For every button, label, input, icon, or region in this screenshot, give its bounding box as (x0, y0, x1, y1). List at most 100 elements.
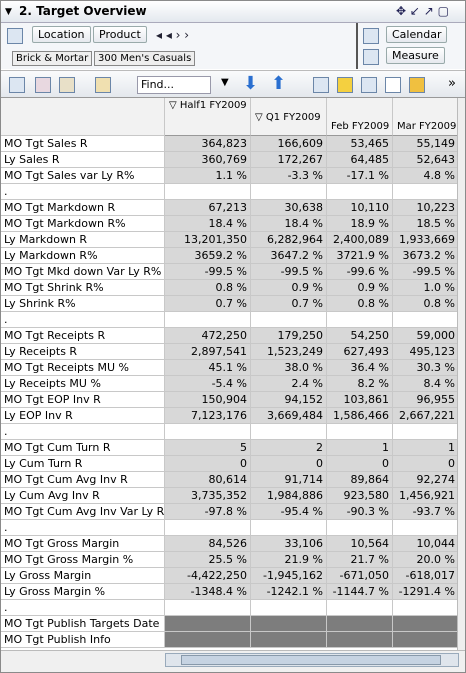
value-cell[interactable]: -4,422,250 (165, 568, 251, 584)
value-cell[interactable]: 20.0 % (393, 552, 457, 568)
value-cell[interactable]: 55,149 (393, 136, 457, 152)
value-cell[interactable]: 4.8 % (393, 168, 457, 184)
value-cell[interactable]: 923,580 (327, 488, 393, 504)
value-cell[interactable]: 3647.2 % (251, 248, 327, 264)
value-cell[interactable]: 38.0 % (251, 360, 327, 376)
value-cell[interactable]: -99.5 % (251, 264, 327, 280)
value-cell[interactable]: 36.4 % (327, 360, 393, 376)
value-cell[interactable]: 18.9 % (327, 216, 393, 232)
value-cell[interactable]: 1,984,886 (251, 488, 327, 504)
row-label[interactable]: MO Tgt Markdown R% (1, 216, 165, 232)
value-cell[interactable]: 94,152 (251, 392, 327, 408)
window-icons[interactable]: ✥ ↙ ↗ ▢ (396, 4, 449, 18)
value-cell[interactable]: -1348.4 % (165, 584, 251, 600)
row-label[interactable]: MO Tgt Cum Turn R (1, 440, 165, 456)
value-cell[interactable]: 6,282,964 (251, 232, 327, 248)
lock-icon[interactable] (409, 77, 425, 93)
value-cell[interactable]: -1291.4 % (393, 584, 457, 600)
column-label[interactable]: Feb FY2009 (331, 121, 390, 132)
value-cell[interactable]: 0.9 % (327, 280, 393, 296)
value-cell[interactable]: -99.6 % (327, 264, 393, 280)
row-label[interactable]: Ly Receipts MU % (1, 376, 165, 392)
value-cell[interactable]: 45.1 % (165, 360, 251, 376)
value-cell[interactable]: 0.7 % (251, 296, 327, 312)
value-cell[interactable]: -1144.7 % (327, 584, 393, 600)
tool-icon[interactable] (385, 77, 401, 93)
value-cell[interactable]: 10,564 (327, 536, 393, 552)
row-label[interactable]: Ly Sales R (1, 152, 165, 168)
row-label[interactable]: . (1, 312, 165, 328)
value-cell[interactable]: -99.5 % (165, 264, 251, 280)
view-icon[interactable] (59, 77, 75, 93)
value-cell[interactable]: -90.3 % (327, 504, 393, 520)
value-cell[interactable]: 54,250 (327, 328, 393, 344)
value-cell[interactable]: -5.4 % (165, 376, 251, 392)
value-cell[interactable]: 0.9 % (251, 280, 327, 296)
value-cell[interactable]: 166,609 (251, 136, 327, 152)
row-label[interactable]: MO Tgt Cum Avg Inv R (1, 472, 165, 488)
nav-arrows[interactable]: ◂ ◂ › › (156, 28, 190, 42)
value-cell[interactable]: 2,897,541 (165, 344, 251, 360)
column-label[interactable]: ▽ Q1 FY2009 (255, 112, 321, 123)
row-label[interactable]: Ly Gross Margin % (1, 584, 165, 600)
value-cell[interactable]: 92,274 (393, 472, 457, 488)
value-cell[interactable]: 0.8 % (393, 296, 457, 312)
up-arrow[interactable]: ⬆ (271, 73, 287, 94)
row-label[interactable]: MO Tgt Receipts MU % (1, 360, 165, 376)
measure-button[interactable]: Measure (386, 47, 445, 64)
row-label[interactable]: . (1, 600, 165, 616)
value-cell[interactable]: 0.7 % (165, 296, 251, 312)
value-cell[interactable]: -1242.1 % (251, 584, 327, 600)
value-cell[interactable]: 2,667,221 (393, 408, 457, 424)
value-cell[interactable]: 3,669,484 (251, 408, 327, 424)
value-cell[interactable]: 18.4 % (165, 216, 251, 232)
value-cell[interactable]: 33,106 (251, 536, 327, 552)
down-arrow[interactable]: ⬇ (243, 73, 259, 94)
value-cell[interactable]: 89,864 (327, 472, 393, 488)
value-cell[interactable]: 96,955 (393, 392, 457, 408)
value-cell[interactable]: 3673.2 % (393, 248, 457, 264)
row-label[interactable]: MO Tgt Markdown R (1, 200, 165, 216)
value-cell[interactable]: 10,044 (393, 536, 457, 552)
row-label[interactable]: Ly EOP Inv R (1, 408, 165, 424)
value-cell[interactable]: 91,714 (251, 472, 327, 488)
column-label[interactable]: Mar FY2009 (397, 121, 457, 132)
find-dropdown[interactable]: ▼ (221, 77, 229, 88)
value-cell[interactable]: -1,945,162 (251, 568, 327, 584)
row-label[interactable]: MO Tgt Publish Info (1, 632, 165, 648)
tool-icon[interactable] (313, 77, 329, 93)
value-cell[interactable]: 103,861 (327, 392, 393, 408)
value-cell[interactable]: 2.4 % (251, 376, 327, 392)
product-button[interactable]: Product (93, 26, 147, 43)
value-cell[interactable]: 59,000 (393, 328, 457, 344)
row-label[interactable]: MO Tgt Cum Avg Inv Var Ly R% (1, 504, 165, 520)
value-cell[interactable]: 21.7 % (327, 552, 393, 568)
collapse-icon[interactable]: ▼ (5, 7, 12, 17)
calendar-button[interactable]: Calendar (386, 26, 448, 43)
value-cell[interactable]: 150,904 (165, 392, 251, 408)
value-cell[interactable]: 360,769 (165, 152, 251, 168)
value-cell[interactable]: 3721.9 % (327, 248, 393, 264)
row-label[interactable]: MO Tgt Mkd down Var Ly R% (1, 264, 165, 280)
value-cell[interactable]: 8.2 % (327, 376, 393, 392)
row-label[interactable]: MO Tgt Gross Margin (1, 536, 165, 552)
value-cell[interactable]: -95.4 % (251, 504, 327, 520)
value-cell[interactable]: -17.1 % (327, 168, 393, 184)
value-cell[interactable]: 3,735,352 (165, 488, 251, 504)
row-label[interactable]: Ly Receipts R (1, 344, 165, 360)
value-cell[interactable]: -618,017 (393, 568, 457, 584)
row-label[interactable]: Ly Cum Avg Inv R (1, 488, 165, 504)
value-cell[interactable]: 1 (393, 440, 457, 456)
row-label[interactable]: Ly Markdown R% (1, 248, 165, 264)
value-cell[interactable]: 53,465 (327, 136, 393, 152)
row-label[interactable]: . (1, 184, 165, 200)
more[interactable]: » (448, 76, 456, 91)
row-label[interactable]: Ly Shrink R% (1, 296, 165, 312)
row-label[interactable]: MO Tgt Gross Margin % (1, 552, 165, 568)
view-icon[interactable] (9, 77, 25, 93)
row-label[interactable]: MO Tgt Shrink R% (1, 280, 165, 296)
value-cell[interactable]: 2 (251, 440, 327, 456)
value-cell[interactable]: 30,638 (251, 200, 327, 216)
value-cell[interactable]: 18.4 % (251, 216, 327, 232)
value-cell[interactable]: 10,223 (393, 200, 457, 216)
